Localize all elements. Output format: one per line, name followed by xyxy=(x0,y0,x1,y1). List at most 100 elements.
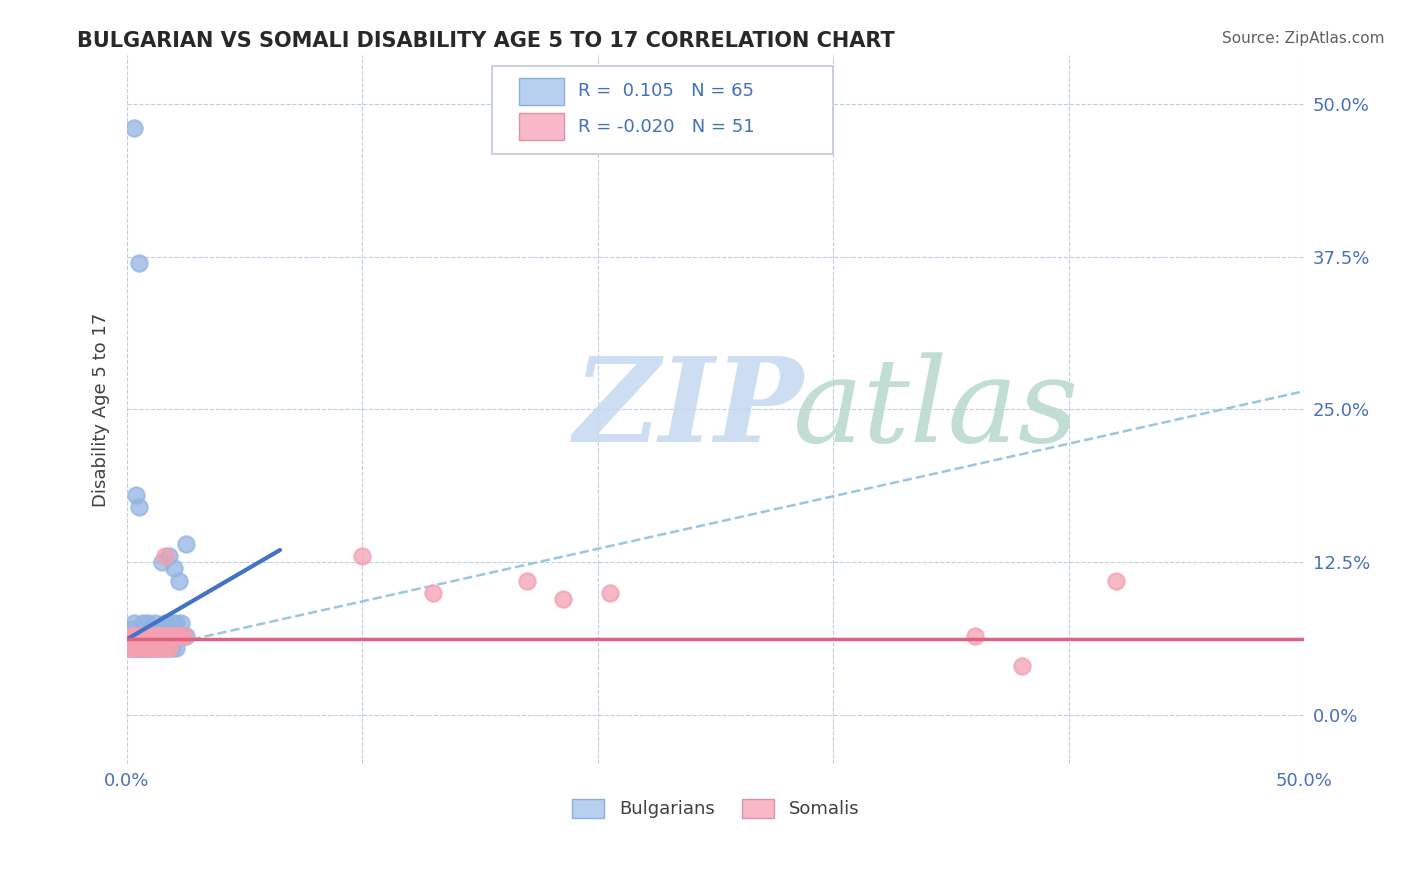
Point xyxy=(167,574,190,588)
Point xyxy=(963,628,986,642)
Text: atlas: atlas xyxy=(792,352,1078,467)
Point xyxy=(160,640,183,655)
Point xyxy=(129,640,152,655)
Point xyxy=(129,628,152,642)
Point xyxy=(150,555,173,569)
Bar xyxy=(519,78,564,104)
Point xyxy=(149,640,172,655)
Point xyxy=(153,616,176,631)
Point xyxy=(125,628,148,642)
Point xyxy=(118,640,141,655)
Point xyxy=(121,628,143,642)
Point xyxy=(167,628,190,642)
Point xyxy=(174,628,197,642)
Point xyxy=(135,628,157,642)
Y-axis label: Disability Age 5 to 17: Disability Age 5 to 17 xyxy=(93,312,110,507)
Point xyxy=(173,628,195,642)
Point xyxy=(132,616,155,631)
Point xyxy=(146,640,169,655)
Point xyxy=(163,628,186,642)
Point xyxy=(128,500,150,515)
Point xyxy=(128,640,150,655)
Point xyxy=(170,616,193,631)
Point xyxy=(118,628,141,642)
Point xyxy=(132,640,155,655)
Point xyxy=(136,616,159,631)
Point xyxy=(125,488,148,502)
Point xyxy=(153,549,176,563)
Point xyxy=(143,616,166,631)
Point xyxy=(136,640,159,655)
Point xyxy=(143,640,166,655)
Point xyxy=(122,628,145,642)
Point xyxy=(136,640,159,655)
Point xyxy=(143,628,166,642)
Point xyxy=(128,628,150,642)
Point xyxy=(128,640,150,655)
Text: ZIP: ZIP xyxy=(574,352,804,467)
Point xyxy=(1011,659,1033,673)
Point xyxy=(118,628,141,642)
Point xyxy=(122,640,145,655)
Point xyxy=(125,628,148,642)
Point xyxy=(129,628,152,642)
Point xyxy=(136,640,159,655)
Point xyxy=(143,628,166,642)
Point xyxy=(135,640,157,655)
Point xyxy=(139,640,162,655)
Point xyxy=(153,628,176,642)
Legend: Bulgarians, Somalis: Bulgarians, Somalis xyxy=(565,791,866,826)
Point xyxy=(156,628,179,642)
Point xyxy=(121,628,143,642)
Point xyxy=(150,628,173,642)
Point xyxy=(170,628,193,642)
Point xyxy=(165,616,187,631)
Point xyxy=(149,623,172,637)
Point xyxy=(122,616,145,631)
Point xyxy=(128,256,150,270)
Point xyxy=(157,549,180,563)
Text: Source: ZipAtlas.com: Source: ZipAtlas.com xyxy=(1222,31,1385,46)
Point xyxy=(146,628,169,642)
Point xyxy=(150,628,173,642)
Point xyxy=(156,640,179,655)
Point xyxy=(160,616,183,631)
Point xyxy=(165,640,187,655)
Point xyxy=(142,640,165,655)
Point xyxy=(352,549,374,563)
Text: BULGARIAN VS SOMALI DISABILITY AGE 5 TO 17 CORRELATION CHART: BULGARIAN VS SOMALI DISABILITY AGE 5 TO … xyxy=(77,31,896,51)
Point xyxy=(153,628,176,642)
Point xyxy=(599,586,621,600)
Point xyxy=(139,628,162,642)
Point xyxy=(149,628,172,642)
Point xyxy=(551,591,574,606)
Point xyxy=(150,640,173,655)
Point xyxy=(156,628,179,642)
Point xyxy=(165,628,187,642)
Text: R = -0.020   N = 51: R = -0.020 N = 51 xyxy=(578,118,755,136)
FancyBboxPatch shape xyxy=(492,66,834,154)
Point xyxy=(121,640,143,655)
Text: R =  0.105   N = 65: R = 0.105 N = 65 xyxy=(578,82,754,100)
Point xyxy=(157,628,180,642)
Point xyxy=(132,640,155,655)
Point xyxy=(149,628,172,642)
Point xyxy=(422,586,444,600)
Point xyxy=(135,628,157,642)
Point xyxy=(142,640,165,655)
Point xyxy=(163,561,186,575)
Point xyxy=(135,628,157,642)
Point xyxy=(122,640,145,655)
Point xyxy=(136,628,159,642)
Point xyxy=(150,640,173,655)
Point xyxy=(167,628,190,642)
Point xyxy=(139,640,162,655)
Point xyxy=(118,628,141,642)
Point xyxy=(139,628,162,642)
Point xyxy=(139,623,162,637)
Point xyxy=(157,640,180,655)
Point xyxy=(142,628,165,642)
Point xyxy=(122,121,145,136)
Point xyxy=(160,628,183,642)
Point xyxy=(122,640,145,655)
